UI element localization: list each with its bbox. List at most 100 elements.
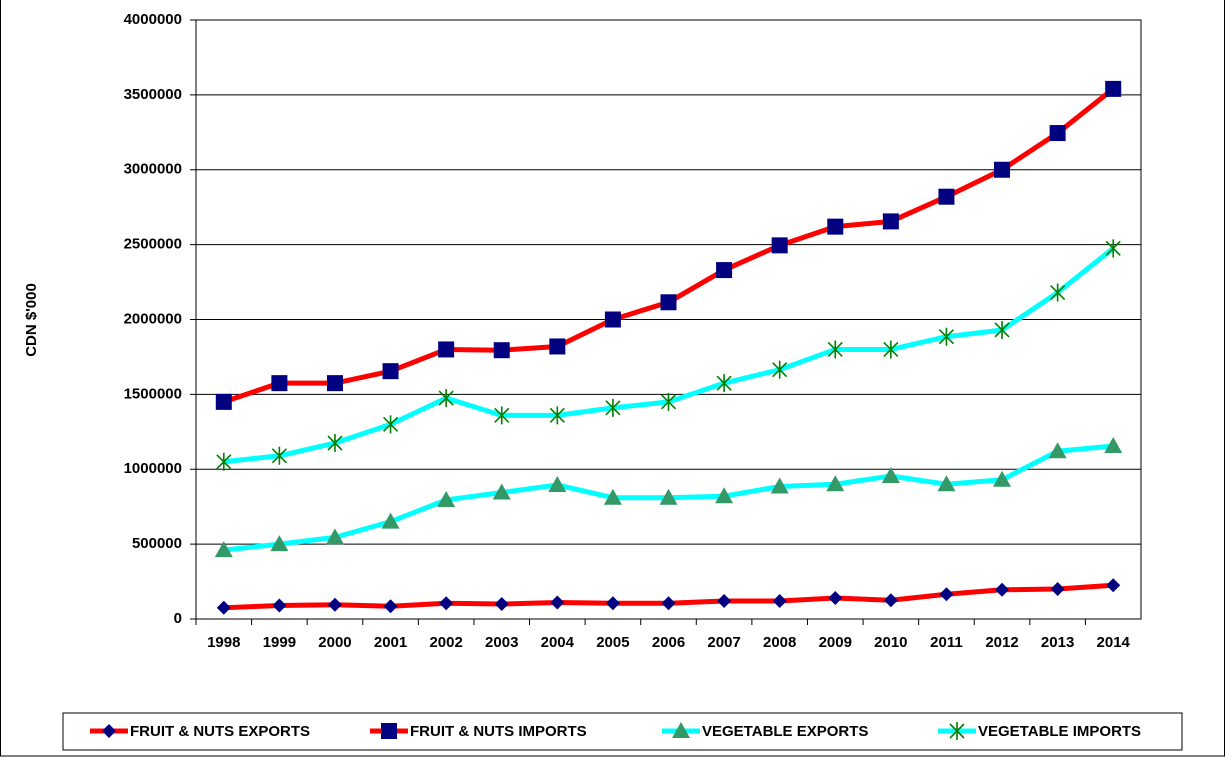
- y-tick-label: 500000: [132, 535, 182, 552]
- marker: [271, 446, 287, 465]
- marker: [216, 600, 231, 615]
- legend-marker: [672, 722, 690, 738]
- marker: [549, 406, 565, 425]
- marker: [882, 213, 899, 230]
- marker: [438, 341, 455, 358]
- x-tick-label: 2003: [485, 634, 518, 651]
- marker: [550, 595, 565, 610]
- x-tick-label: 2000: [318, 634, 351, 651]
- marker: [715, 487, 734, 504]
- marker: [214, 541, 233, 558]
- marker: [1049, 125, 1066, 142]
- legend-label: VEGETABLE EXPORTS: [702, 723, 868, 740]
- marker: [604, 311, 621, 328]
- y-tick-label: 1500000: [124, 385, 182, 402]
- marker: [1105, 239, 1121, 258]
- marker: [995, 582, 1010, 597]
- y-tick-label: 2500000: [124, 236, 182, 253]
- marker: [1050, 582, 1065, 597]
- marker: [438, 389, 454, 408]
- marker: [381, 512, 400, 529]
- y-tick-label: 2000000: [124, 310, 182, 327]
- marker: [549, 338, 566, 355]
- marker: [883, 340, 899, 359]
- x-tick-label: 2010: [874, 634, 907, 651]
- marker: [939, 587, 954, 602]
- marker: [493, 342, 510, 359]
- marker: [660, 294, 677, 311]
- marker: [881, 466, 900, 483]
- y-tick-label: 3000000: [124, 161, 182, 178]
- marker: [827, 218, 844, 235]
- x-tick-label: 2013: [1041, 634, 1074, 651]
- legend-marker: [102, 724, 116, 738]
- marker: [938, 327, 955, 346]
- x-tick-label: 2004: [541, 634, 575, 651]
- x-tick-label: 2011: [930, 634, 963, 651]
- marker: [771, 237, 788, 254]
- marker: [270, 535, 289, 552]
- marker: [772, 594, 787, 609]
- legend-box: [62, 712, 1183, 751]
- marker: [661, 596, 676, 611]
- y-tick-label: 4000000: [124, 11, 182, 28]
- x-tick-label: 2005: [596, 634, 629, 651]
- legend-marker: [949, 722, 965, 740]
- marker: [828, 591, 843, 606]
- marker: [327, 434, 343, 453]
- marker: [772, 360, 788, 379]
- marker: [382, 415, 399, 434]
- x-tick-label: 2014: [1097, 634, 1131, 651]
- y-tick-label: 3500000: [124, 86, 182, 103]
- marker: [382, 363, 399, 380]
- marker: [605, 398, 621, 417]
- marker: [1104, 437, 1123, 454]
- marker: [716, 262, 733, 279]
- legend-marker: [381, 723, 397, 739]
- marker: [439, 596, 454, 611]
- y-tick-label: 0: [174, 610, 182, 627]
- marker: [1106, 578, 1121, 593]
- x-tick-label: 2002: [429, 634, 462, 651]
- marker: [271, 375, 288, 392]
- marker: [327, 597, 342, 612]
- marker: [937, 475, 956, 492]
- marker: [827, 340, 843, 359]
- marker: [659, 488, 678, 505]
- marker: [216, 452, 232, 471]
- marker: [1050, 283, 1066, 302]
- marker: [326, 375, 343, 392]
- y-axis-label: CDN $'000: [23, 283, 40, 357]
- marker: [383, 599, 398, 614]
- marker: [605, 596, 620, 611]
- x-tick-label: 2012: [985, 634, 1018, 651]
- marker: [716, 374, 732, 393]
- x-tick-label: 1998: [207, 634, 240, 651]
- y-tick-label: 1000000: [124, 460, 182, 477]
- marker: [494, 597, 509, 612]
- marker: [994, 161, 1011, 178]
- x-tick-label: 1999: [263, 634, 296, 651]
- marker: [325, 528, 344, 545]
- marker: [1105, 80, 1122, 97]
- marker: [717, 594, 732, 609]
- marker: [215, 393, 232, 410]
- x-tick-label: 2006: [652, 634, 685, 651]
- legend-label: FRUIT & NUTS IMPORTS: [410, 723, 587, 740]
- marker: [548, 475, 567, 492]
- marker: [883, 593, 898, 608]
- marker: [437, 490, 456, 507]
- x-tick-label: 2008: [763, 634, 796, 651]
- marker: [492, 483, 511, 500]
- marker: [1048, 442, 1067, 459]
- marker: [272, 598, 287, 613]
- legend-label: FRUIT & NUTS EXPORTS: [130, 723, 310, 740]
- legend-label: VEGETABLE IMPORTS: [978, 723, 1141, 740]
- marker: [770, 477, 789, 494]
- x-tick-label: 2007: [707, 634, 740, 651]
- marker: [494, 406, 510, 425]
- marker: [994, 320, 1010, 339]
- marker: [938, 188, 955, 205]
- marker: [603, 488, 622, 505]
